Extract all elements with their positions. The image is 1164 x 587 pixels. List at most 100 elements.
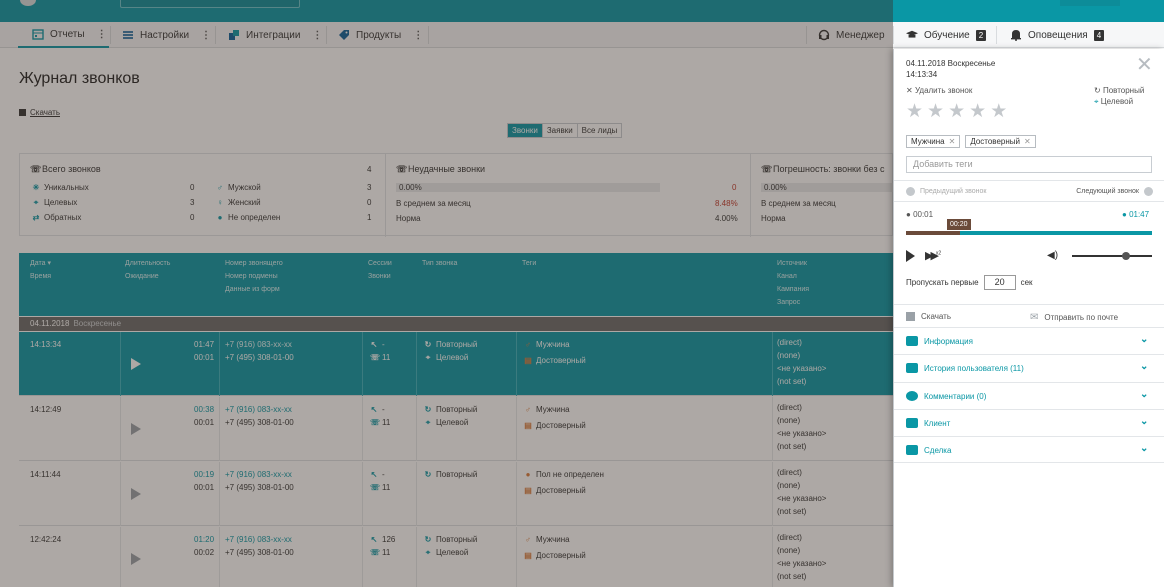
row-caller[interactable]: +7 (916) 083-xx-xx (225, 535, 292, 544)
audio-progress-bar[interactable]: 00:20 (906, 219, 1152, 235)
phone-icon: ☏ (370, 418, 381, 427)
play-icon[interactable] (131, 423, 141, 435)
document-icon: ▤ (524, 486, 532, 495)
col-campaign[interactable]: Кампания (777, 286, 810, 293)
col-sessions[interactable]: Сессии (368, 260, 392, 267)
play-icon[interactable] (131, 553, 141, 565)
stats-total: ☏Всего звонков 4 ✳ Уникальных 0 ⌖ Целевых … (20, 154, 385, 237)
col-tags[interactable]: Теги (522, 260, 537, 267)
star-icon[interactable]: ★ (990, 101, 1008, 122)
chat-icon: ● (1122, 210, 1130, 219)
chevron-down-icon: ⌄ (1140, 389, 1149, 400)
nav-reports[interactable]: Отчеты ⋮ (18, 22, 109, 48)
nav-notifications[interactable]: Оповещения 4 (1010, 22, 1105, 48)
nav-training[interactable]: Обучение 2 (906, 22, 987, 48)
nav-manager[interactable]: Менеджер (818, 22, 885, 48)
col-date[interactable]: Дата ▾ (30, 260, 51, 267)
flag-target[interactable]: ⌖ Целевой (1094, 97, 1134, 106)
skip-input[interactable]: 20 (983, 275, 1016, 290)
stats-failed-title: ☏Неудачные звонки (396, 164, 486, 174)
app-logo[interactable] (20, 0, 36, 6)
col-wait[interactable]: Ожидание (125, 273, 159, 280)
nav-integrations[interactable]: Интеграции ⋮ (228, 22, 322, 48)
next-call-button[interactable]: Следующий звонок (1076, 187, 1153, 196)
table-row[interactable]: 12:42:24 01:20 00:02 +7 (916) 083-xx-xx … (19, 527, 893, 587)
col-form[interactable]: Данные из форм (225, 286, 280, 293)
col-query[interactable]: Запрос (777, 299, 801, 306)
table-row[interactable]: 14:11:44 00:19 00:01 +7 (916) 083-xx-xx … (19, 462, 893, 526)
col-type[interactable]: Тип звонка (422, 260, 458, 267)
project-selector[interactable] (120, 0, 300, 8)
volume-icon[interactable]: ◀) (1047, 250, 1059, 261)
play-icon[interactable] (906, 250, 915, 262)
profile-area[interactable] (1060, 0, 1120, 6)
col-sub[interactable]: Номер подмены (225, 273, 278, 280)
date-group-row: 04.11.2018 Воскресенье (19, 317, 893, 331)
nav-settings[interactable]: Настройки ⋮ (122, 22, 211, 48)
row-tag2: ▤ Достоверный (524, 486, 586, 495)
remove-tag-icon[interactable]: ✕ (948, 137, 956, 146)
volume-slider[interactable] (1072, 255, 1152, 257)
nav-products[interactable]: Продукты ⋮ (338, 22, 423, 48)
row-sub: +7 (495) 308-01-00 (225, 418, 294, 427)
volume-knob[interactable] (1122, 252, 1130, 260)
star-icon[interactable]: ★ (906, 101, 924, 122)
star-icon[interactable]: ★ (948, 101, 966, 122)
main-nav: Отчеты ⋮ Настройки ⋮ Интеграции ⋮ Продук… (0, 22, 1164, 48)
row-caller[interactable]: +7 (916) 083-xx-xx (225, 340, 292, 349)
tab-requests[interactable]: Заявки (542, 124, 578, 137)
star-icon[interactable]: ★ (969, 101, 987, 122)
email-audio-button[interactable]: ✉ Отправить по почте (1030, 312, 1119, 323)
skip-unit: сек (1020, 278, 1033, 287)
nav-label: Настройки (140, 29, 190, 41)
more-icon[interactable]: ⋮ (413, 29, 424, 41)
section-comments[interactable]: Комментарии (0) ⌄ (894, 382, 1164, 409)
col-duration[interactable]: Длительность (125, 260, 171, 267)
more-icon[interactable]: ⋮ (312, 29, 323, 41)
col-time[interactable]: Время (30, 273, 52, 280)
more-icon[interactable]: ⋮ (201, 29, 212, 41)
download-link[interactable]: Скачать (19, 108, 60, 117)
row-time: 14:11:44 (30, 470, 61, 479)
col-calls[interactable]: Звонки (368, 273, 391, 280)
divider (416, 397, 417, 461)
stat-female-value: 0 (367, 198, 372, 207)
delete-call-button[interactable]: ✕ Удалить звонок (906, 86, 973, 95)
row-tag1: ♂ Мужчина (525, 340, 570, 349)
close-icon[interactable]: ✕ (1136, 54, 1153, 76)
row-campaign: <не указано> (777, 559, 827, 568)
cursor-icon: ↖ (370, 470, 378, 479)
tab-calls[interactable]: Звонки (508, 124, 543, 137)
col-source[interactable]: Источник (777, 260, 807, 267)
row-type2: ⌖ Целевой (425, 548, 469, 557)
more-icon[interactable]: ⋮ (96, 28, 107, 40)
remove-tag-icon[interactable]: ✕ (1024, 137, 1031, 146)
section-user-history[interactable]: История пользователя (11) ⌄ (894, 354, 1164, 381)
section-client[interactable]: Клиент ⌄ (894, 409, 1164, 436)
star-icon[interactable]: ★ (927, 101, 945, 122)
add-tags-input[interactable]: Добавить теги (906, 156, 1152, 173)
flag-repeat[interactable]: ↻ Повторный (1094, 86, 1145, 95)
failed-avg-value: 8.48% (715, 199, 738, 208)
table-row[interactable]: 14:13:34 01:47 00:01 +7 (916) 083-xx-xx … (19, 332, 893, 396)
row-caller[interactable]: +7 (916) 083-xx-xx (225, 405, 292, 414)
repeat-icon: ↻ (424, 340, 432, 349)
section-deal[interactable]: Сделка ⌄ (894, 436, 1164, 463)
play-icon[interactable] (131, 488, 141, 500)
fast-forward-icon[interactable]: ▶▶x2 (925, 250, 942, 262)
download-audio-button[interactable]: Скачать (906, 312, 951, 321)
stat-target-value: 3 (190, 198, 195, 207)
row-caller[interactable]: +7 (916) 083-xx-xx (225, 470, 292, 479)
col-caller[interactable]: Номер звонящего (225, 260, 283, 267)
row-query: (not set) (777, 442, 807, 451)
id-card-icon (906, 418, 918, 428)
col-channel[interactable]: Канал (777, 273, 797, 280)
row-tag1: ● Пол не определен (525, 470, 604, 479)
prev-call-button[interactable]: Предыдущий звонок (906, 187, 986, 196)
tab-all-leads[interactable]: Все лиды (577, 124, 622, 137)
play-icon[interactable] (131, 358, 141, 370)
document-icon: ▤ (524, 356, 532, 365)
section-info[interactable]: Информация ⌄ (894, 327, 1164, 354)
table-row[interactable]: 14:12:49 00:38 00:01 +7 (916) 083-xx-xx … (19, 397, 893, 461)
stat-male-value: 3 (367, 183, 372, 192)
